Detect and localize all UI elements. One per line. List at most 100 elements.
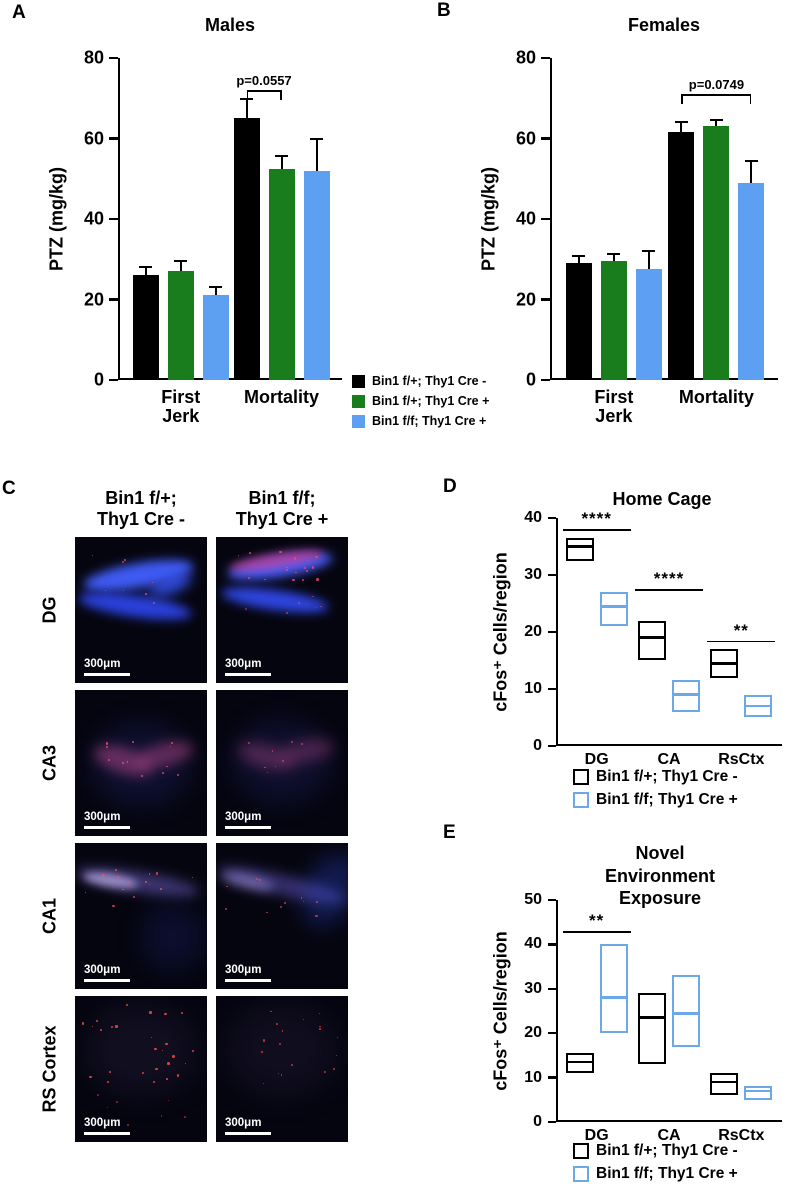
bar xyxy=(268,168,295,380)
fluorescence-speck xyxy=(274,765,276,768)
fluorescence-blob xyxy=(85,1004,197,1096)
x-axis-category: Mortality xyxy=(244,387,320,407)
p-value-label: p=0.0749 xyxy=(688,77,745,93)
fluorescence-blob xyxy=(220,582,331,618)
fluorescence-speck xyxy=(295,571,297,574)
box-median xyxy=(672,693,700,696)
fluorescence-speck xyxy=(104,589,107,592)
fluorescence-speck xyxy=(107,1080,110,1084)
fluorescence-speck xyxy=(237,554,240,556)
fluorescence-speck xyxy=(311,566,315,569)
box-median xyxy=(565,1060,594,1064)
error-bar-cap xyxy=(642,250,656,253)
panel-e-letter: E xyxy=(443,822,456,843)
scale-bar: 300μm xyxy=(84,654,130,676)
y-tick-mark xyxy=(548,1032,556,1035)
y-tick-label: 30 xyxy=(524,566,542,583)
fluorescence-speck xyxy=(132,896,136,899)
x-axis-category: DG xyxy=(584,751,609,768)
fluorescence-speck xyxy=(271,750,274,752)
legend-item: Bin1 f/f; Thy1 Cre + xyxy=(573,1165,738,1183)
x-axis-category: Mortality xyxy=(678,387,754,407)
panel-c-letter: C xyxy=(2,478,16,499)
fluorescence-speck xyxy=(123,558,126,561)
error-bar xyxy=(577,256,580,264)
fluorescence-speck xyxy=(145,881,147,883)
x-axis-category: RsCtx xyxy=(718,1127,765,1144)
scale-bar-line xyxy=(84,979,130,982)
y-tick-label: 10 xyxy=(524,680,542,697)
fluorescence-speck xyxy=(165,1077,168,1080)
fluorescence-speck xyxy=(122,889,124,891)
error-bar xyxy=(179,261,182,272)
y-tick-label: 10 xyxy=(524,1068,542,1086)
bar xyxy=(703,126,730,380)
bar xyxy=(635,269,662,380)
error-bar xyxy=(214,287,217,296)
bar xyxy=(167,271,194,380)
fluorescence-speck xyxy=(155,1067,158,1071)
fluorescence-speck xyxy=(292,578,295,582)
y-tick-label: 80 xyxy=(515,47,536,68)
fluorescence-speck xyxy=(89,1075,92,1078)
fluorescence-speck xyxy=(128,880,131,883)
fluorescence-speck xyxy=(164,1012,167,1016)
fluorescence-speck xyxy=(121,561,124,563)
x-axis-category: RsCtx xyxy=(718,751,765,768)
box xyxy=(710,1073,739,1096)
fluorescence-speck xyxy=(165,765,168,768)
bar xyxy=(738,182,765,380)
fluorescence-speck xyxy=(260,1050,263,1053)
bar xyxy=(668,132,695,380)
fluorescence-speck xyxy=(316,606,318,608)
box-median xyxy=(599,996,628,999)
fluorescence-speck xyxy=(126,761,129,764)
fluorescence-speck xyxy=(319,1027,321,1030)
column-header-cre-neg: Bin1 f/+; Thy1 Cre - xyxy=(96,488,186,530)
y-tick-mark xyxy=(109,217,118,221)
scale-bar-label: 300μm xyxy=(225,964,262,976)
x-axis-category: CA xyxy=(657,751,681,768)
fluorescence-speck xyxy=(152,581,154,583)
y-tick-mark xyxy=(548,943,556,946)
panel-d-plot xyxy=(556,518,782,746)
micro-image-ca3-cre-neg: 300μm xyxy=(75,690,207,836)
error-bar xyxy=(612,254,615,262)
legend-label: Bin1 f/+; Thy1 Cre + xyxy=(372,394,490,408)
error-bar-cap xyxy=(674,121,688,124)
fluorescence-speck xyxy=(183,1115,186,1118)
fluorescence-speck xyxy=(282,760,285,762)
fluorescence-speck xyxy=(303,567,306,570)
fluorescence-speck xyxy=(224,908,227,911)
box-median xyxy=(744,1089,773,1093)
fluorescence-speck xyxy=(81,1021,85,1025)
fluorescence-speck xyxy=(96,1020,98,1022)
p-value-label: p=0.0557 xyxy=(236,73,292,89)
fluorescence-speck xyxy=(332,1067,336,1070)
panel-d-letter: D xyxy=(443,476,457,497)
error-bar xyxy=(280,155,283,169)
fluorescence-speck xyxy=(337,1036,339,1038)
error-bar xyxy=(144,267,147,276)
fluorescence-speck xyxy=(305,570,308,572)
y-tick-mark xyxy=(109,137,118,140)
fluorescence-blob xyxy=(76,587,193,626)
y-tick-mark xyxy=(541,298,550,301)
fluorescence-speck xyxy=(91,554,93,556)
fluorescence-speck xyxy=(264,578,266,581)
p-value-bracket xyxy=(246,90,282,92)
y-tick-label: 20 xyxy=(515,289,536,309)
box-median xyxy=(710,1080,739,1084)
fluorescence-speck xyxy=(132,740,134,743)
fluorescence-speck xyxy=(122,761,125,764)
fluorescence-speck xyxy=(106,1107,109,1109)
fluorescence-speck xyxy=(320,606,322,608)
fluorescence-speck xyxy=(300,743,303,746)
fluorescence-speck xyxy=(277,1072,279,1074)
y-tick-mark xyxy=(548,898,556,902)
panel-e-plot xyxy=(556,900,782,1122)
significance-line xyxy=(562,931,631,933)
bar xyxy=(600,261,627,380)
y-tick-label: 40 xyxy=(515,208,536,229)
column-header-cre-pos: Bin1 f/f; Thy1 Cre + xyxy=(235,488,329,530)
